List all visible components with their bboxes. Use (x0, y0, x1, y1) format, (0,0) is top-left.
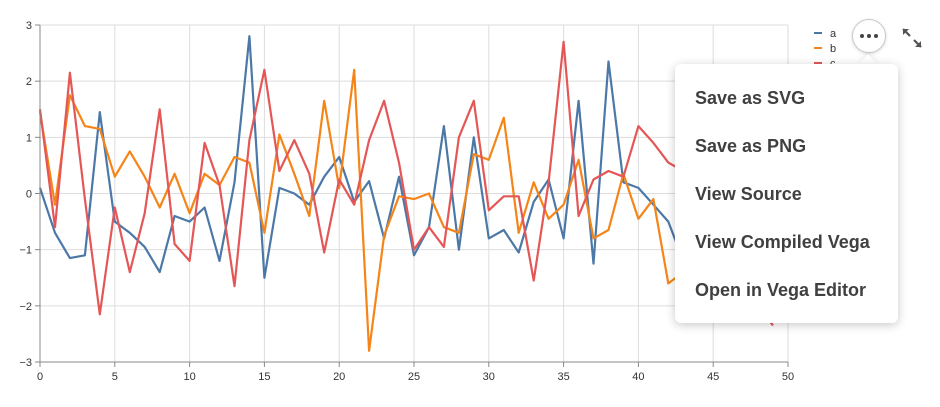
more-icon (860, 34, 878, 38)
y-tick-label: −1 (19, 245, 32, 257)
x-tick-label: 5 (112, 371, 118, 383)
y-tick-label: 1 (26, 132, 32, 144)
series-line-c (38, 40, 774, 327)
legend-label-a: a (830, 28, 837, 40)
x-tick-label: 20 (333, 371, 345, 383)
x-tick-label: 0 (37, 371, 43, 383)
x-tick-label: 45 (707, 371, 719, 383)
y-tick-label: 2 (26, 76, 32, 88)
expand-icon[interactable] (900, 26, 924, 50)
x-tick-label: 15 (258, 371, 270, 383)
series-line-b (38, 68, 774, 352)
menu-item-open-vega-editor[interactable]: Open in Vega Editor (695, 280, 867, 300)
legend-label-b: b (830, 43, 836, 55)
actions-menu-button[interactable] (852, 19, 886, 53)
x-tick-label: 30 (483, 371, 495, 383)
x-tick-label: 10 (183, 371, 195, 383)
menu-item-view-compiled-vega[interactable]: View Compiled Vega (695, 232, 870, 252)
y-tick-label: 3 (26, 20, 32, 32)
y-tick-label: 0 (26, 189, 32, 201)
x-tick-label: 35 (557, 371, 569, 383)
series-lines (38, 35, 774, 352)
menu-item-save-svg[interactable]: Save as SVG (695, 88, 806, 108)
axes: 0 5 10 15 20 25 30 35 40 45 50 −3 −2 −1 0 1 2 3 (19, 20, 794, 383)
x-tick-label: 40 (632, 371, 644, 383)
x-tick-label: 50 (782, 371, 794, 383)
x-tick-label: 25 (408, 371, 420, 383)
menu-item-save-png[interactable]: Save as PNG (695, 136, 807, 156)
y-tick-label: −3 (19, 357, 32, 369)
y-tick-label: −2 (19, 301, 32, 313)
series-line-a (38, 35, 774, 285)
actions-menu: Save as SVG Save as PNG View Source View… (675, 64, 898, 323)
menu-item-view-source[interactable]: View Source (695, 184, 802, 204)
